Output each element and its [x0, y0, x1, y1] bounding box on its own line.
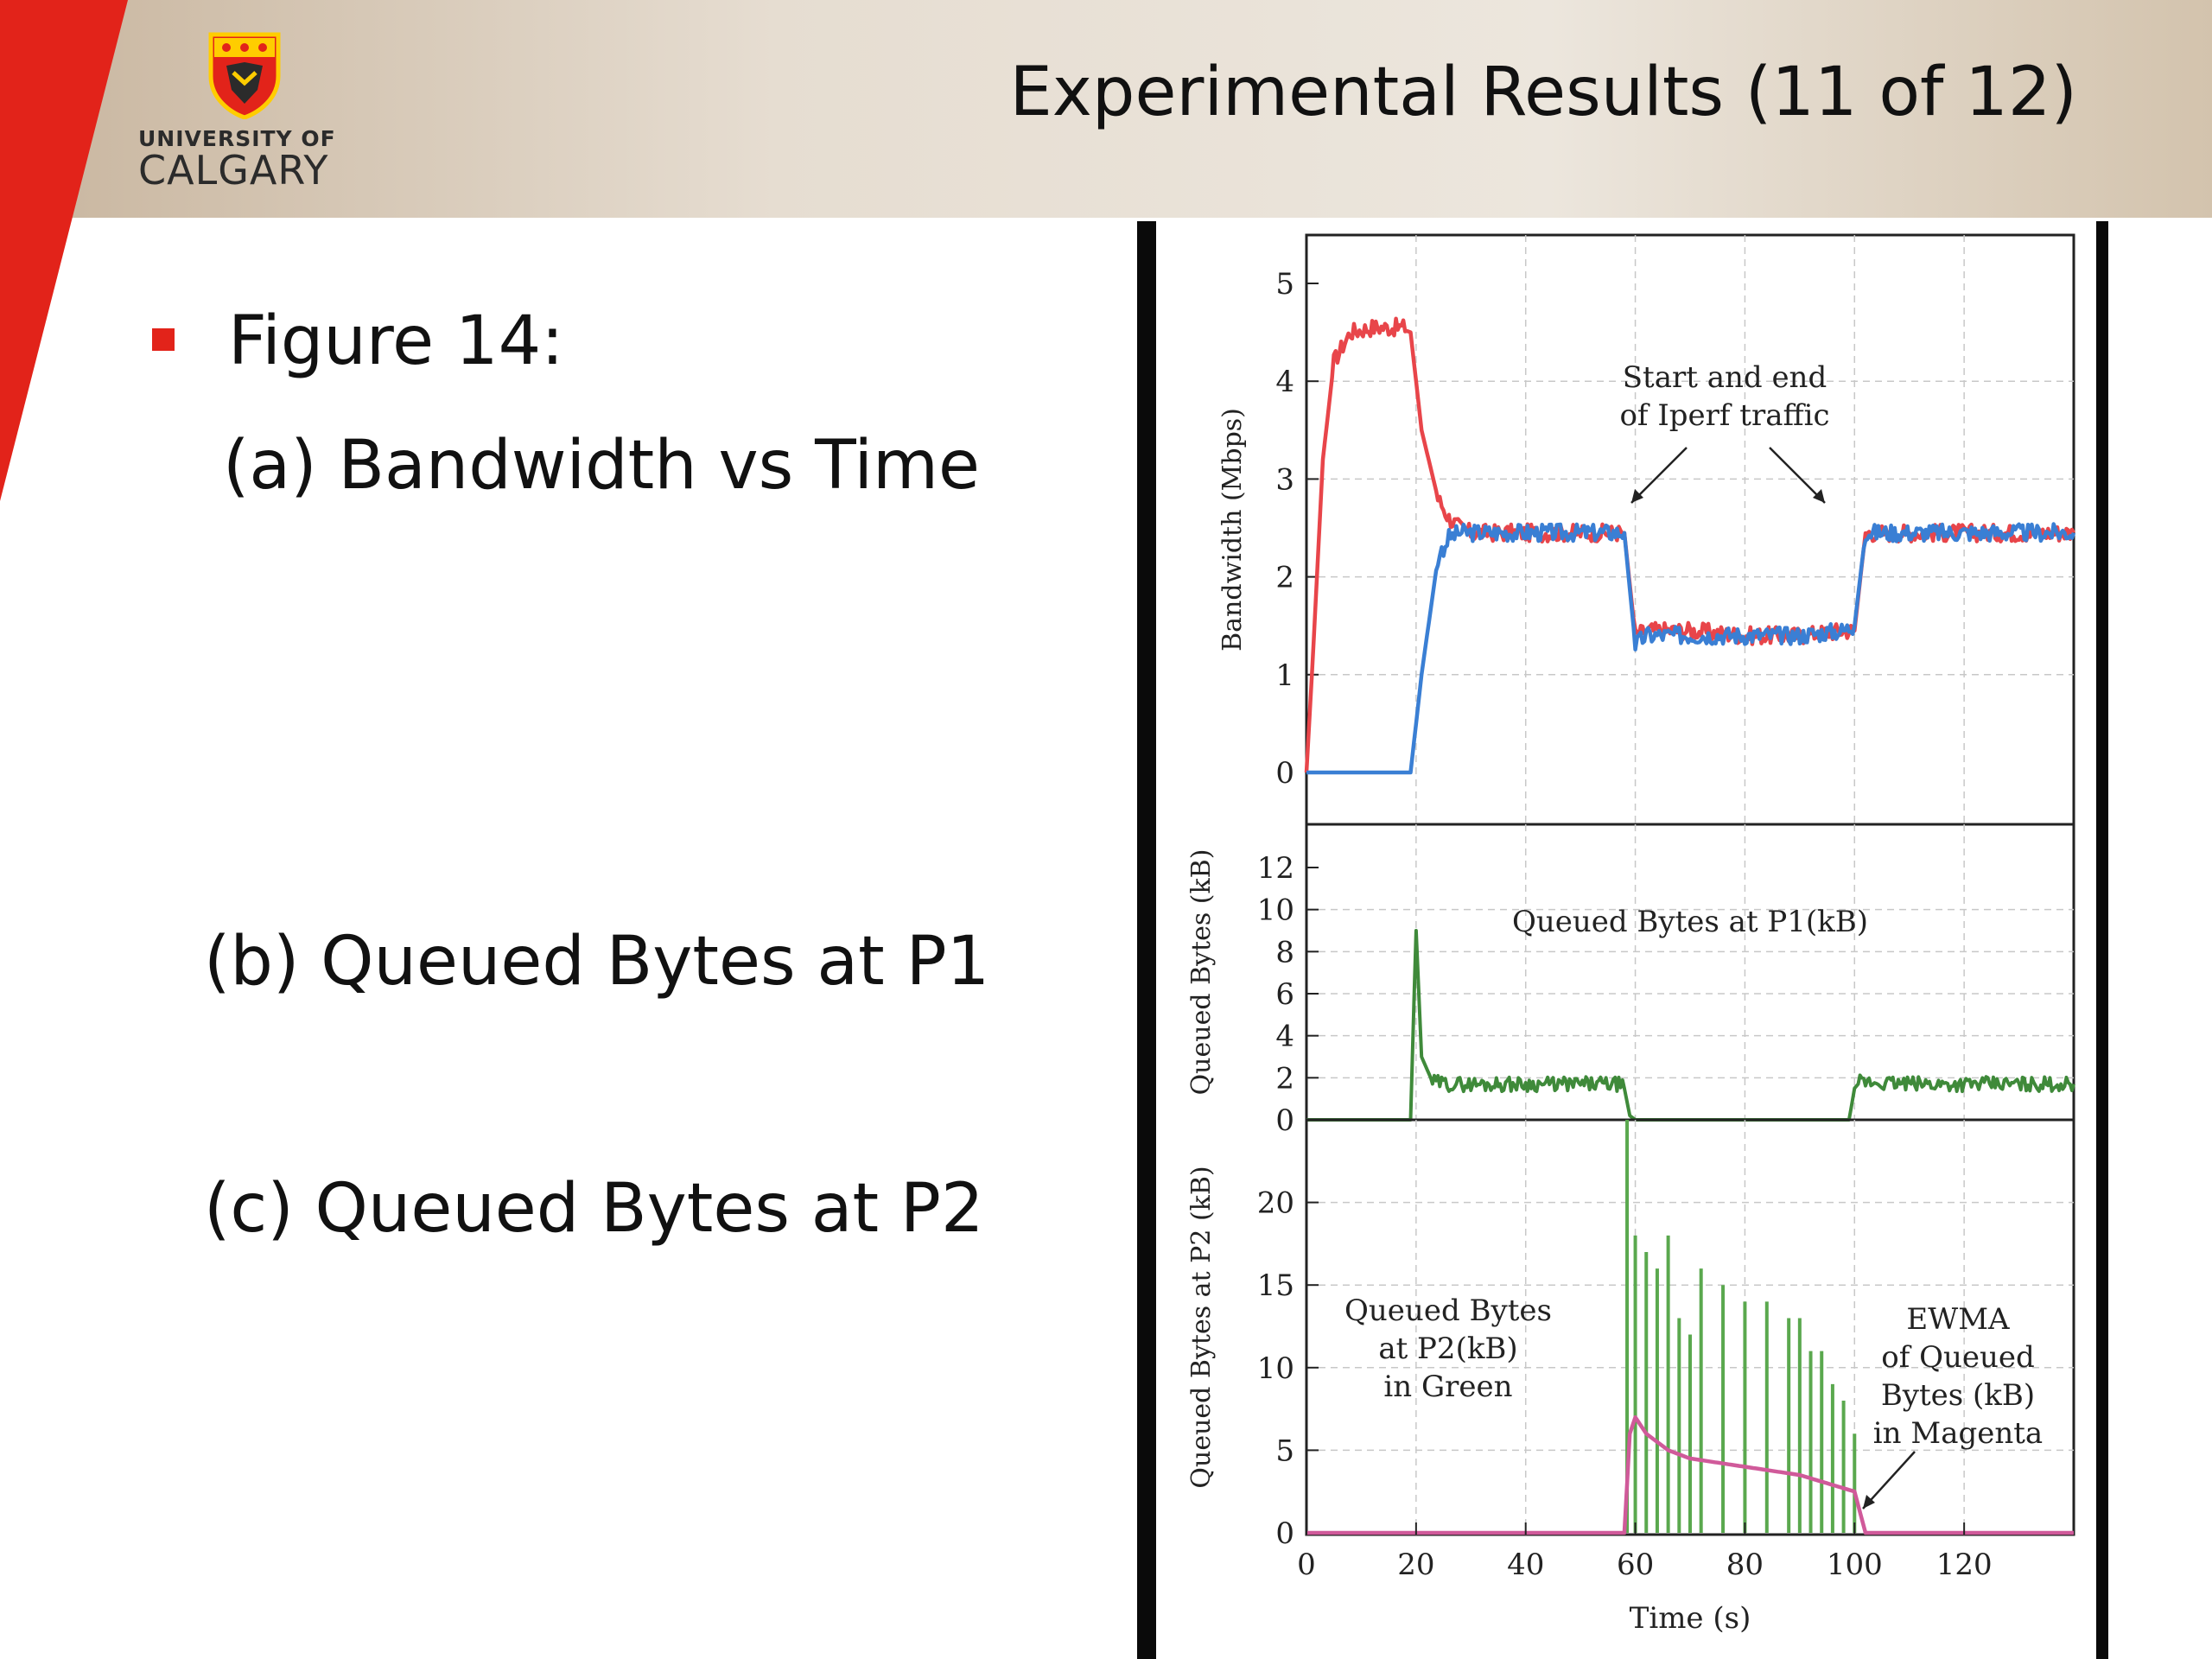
- x-tick-label: 80: [1726, 1548, 1764, 1582]
- y-tick-label: 12: [1257, 851, 1294, 886]
- y-tick-label: 6: [1275, 977, 1294, 1012]
- logo-text-university-of: UNIVERSITY OF: [138, 126, 336, 151]
- red-accent-slash: [0, 0, 128, 501]
- y-axis-label: Queued Bytes (kB): [1186, 849, 1217, 1096]
- y-tick-label: 1: [1275, 658, 1294, 693]
- item-c-queued-p2: (c) Queued Bytes at P2: [204, 1170, 984, 1248]
- x-axis-label: Time (s): [1630, 1601, 1751, 1636]
- y-tick-label: 5: [1275, 267, 1294, 302]
- crest-icon: [208, 32, 281, 119]
- y-tick-label: 4: [1275, 1020, 1294, 1054]
- figure-14: 0 1 2 3 4 5 Bandwidth (Mbps) Start and end of Ip…: [1137, 221, 2119, 1659]
- annotation-arrowhead-ewma: [1863, 1495, 1875, 1509]
- annotation-arrowhead-right: [1813, 489, 1825, 503]
- header-band: [0, 0, 2212, 218]
- x-tick-label: 20: [1397, 1548, 1434, 1582]
- annotation-start-end-line2: of Iperf traffic: [1619, 398, 1829, 433]
- annotation-arrow-left: [1630, 447, 1688, 504]
- y-tick-label: 10: [1257, 893, 1294, 928]
- slide-title: Experimental Results (11 of 12): [1009, 54, 2077, 131]
- y-tick-label: 3: [1275, 462, 1294, 497]
- y-tick-label: 2: [1275, 561, 1294, 595]
- annotation-ewma-line4: in Magenta: [1873, 1416, 2043, 1451]
- y-tick-label: 4: [1275, 365, 1294, 399]
- annotation-arrowhead-left: [1631, 489, 1643, 503]
- x-tick-label: 40: [1507, 1548, 1544, 1582]
- annotation-queued-p2-line1: Queued Bytes: [1344, 1294, 1552, 1328]
- y-tick-label: 0: [1275, 756, 1294, 791]
- bullet-figure-label: Figure 14:: [228, 302, 564, 380]
- annotation-queued-p1: Queued Bytes at P1(kB): [1512, 905, 1868, 939]
- university-logo: UNIVERSITY OF CALGARY: [138, 31, 363, 195]
- series-line-1: [1304, 316, 2075, 773]
- series-line-2: [1306, 1414, 2074, 1535]
- annotation-arrow-ewma: [1862, 1451, 1916, 1510]
- annotation-arrow-right: [1769, 447, 1826, 504]
- annotation-start-end-line1: Start and end: [1623, 360, 1827, 395]
- panel-c-queued-p2: 0 5 10 15 20 Queued Bytes at P2 (kB) Queued By…: [1186, 1118, 2075, 1636]
- figure-right-border: [2096, 221, 2108, 1659]
- y-tick-label: 8: [1275, 935, 1294, 969]
- annotation-ewma-line2: of Queued: [1881, 1340, 2035, 1375]
- y-axis-label: Bandwidth (Mbps): [1217, 408, 1248, 652]
- annotation-ewma-line3: Bytes (kB): [1881, 1378, 2035, 1413]
- x-tick-label: 0: [1297, 1548, 1316, 1582]
- x-tick-label: 60: [1617, 1548, 1654, 1582]
- y-tick-label: 15: [1257, 1268, 1294, 1303]
- item-b-queued-p1: (b) Queued Bytes at P1: [204, 923, 990, 1001]
- annotation-queued-p2-line3: in Green: [1383, 1370, 1512, 1404]
- annotation-ewma-line1: EWMA: [1906, 1302, 2010, 1337]
- annotation-queued-p2-line2: at P2(kB): [1378, 1332, 1517, 1366]
- y-tick-label: 20: [1257, 1186, 1294, 1221]
- y-tick-label: 5: [1275, 1433, 1294, 1468]
- bullet-marker: [152, 328, 175, 351]
- panel-c-frame: [1305, 1118, 2075, 1536]
- logo-text-calgary: CALGARY: [138, 147, 329, 194]
- x-tick-label: 100: [1827, 1548, 1883, 1582]
- figure-left-border: [1137, 221, 1156, 1659]
- x-tick-label: 120: [1936, 1548, 1993, 1582]
- y-axis-label: Queued Bytes at P2 (kB): [1186, 1166, 1217, 1488]
- y-tick-label: 10: [1257, 1351, 1294, 1386]
- y-tick-label: 0: [1275, 1103, 1294, 1138]
- y-tick-label: 2: [1275, 1061, 1294, 1096]
- item-a-bandwidth: (a) Bandwidth vs Time: [223, 427, 980, 505]
- y-tick-label: 0: [1275, 1516, 1294, 1551]
- series-line-2: [1306, 522, 2076, 775]
